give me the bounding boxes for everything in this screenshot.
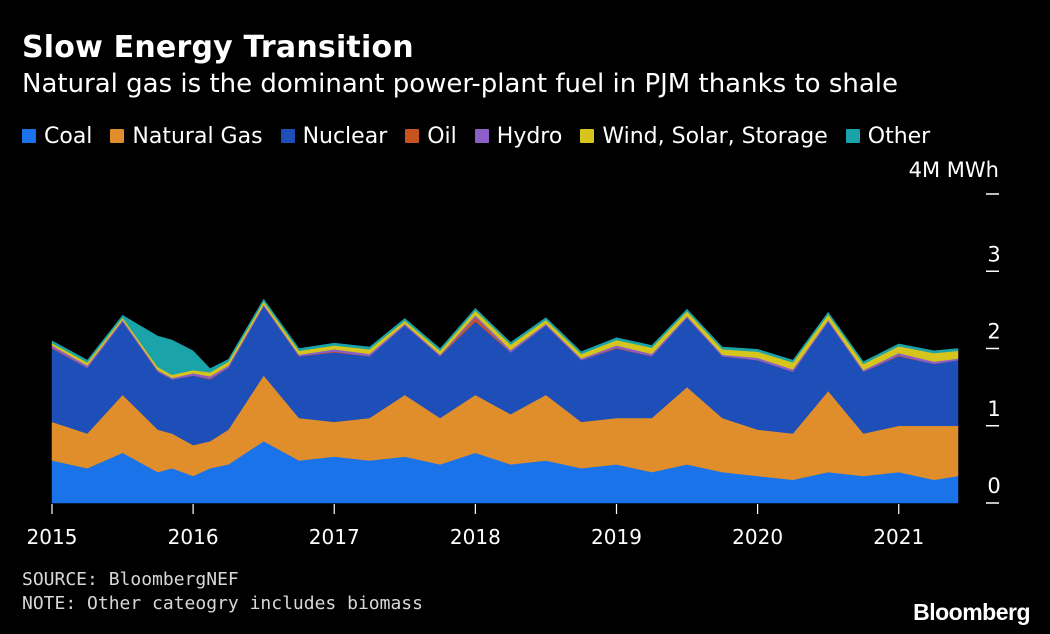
source-note: SOURCE: BloombergNEF [22, 569, 239, 590]
chart-title: Slow Energy Transition [22, 30, 414, 65]
legend-swatch-other [845, 129, 860, 143]
x-tick-label-2016: 2016 [168, 525, 219, 549]
x-tick-label-2018: 2018 [450, 525, 501, 549]
legend-label-natural-gas: Natural Gas [132, 123, 263, 149]
legend-label-hydro: Hydro [496, 123, 563, 149]
legend-label-other: Other [867, 123, 931, 149]
x-tick-label-2015: 2015 [27, 525, 78, 549]
x-tick-label-2020: 2020 [732, 525, 783, 549]
chart-subtitle: Natural gas is the dominant power-plant … [22, 69, 898, 99]
legend-swatch-hydro [474, 129, 489, 143]
x-axis: 2015 2016 2017 2018 2019 2020 2021 [27, 504, 924, 549]
legend-swatch-coal [22, 129, 36, 143]
y-tick-label-2: 2 [987, 320, 1000, 344]
legend-label-coal: Coal [44, 123, 93, 149]
y-axis-unit-label: 4M MWh [909, 158, 999, 182]
legend-item-hydro: Hydro [474, 123, 563, 149]
y-axis: 0 1 2 3 [986, 193, 1001, 504]
footnote: NOTE: Other cateogry includes biomass [22, 593, 423, 614]
legend-label-oil: Oil [427, 123, 457, 149]
legend-swatch-nuclear [280, 129, 295, 143]
legend-item-natural-gas: Natural Gas [110, 123, 263, 149]
legend-label-nuclear: Nuclear [302, 123, 388, 149]
legend-item-wind-solar-storage: Wind, Solar, Storage [580, 123, 828, 149]
y-tick-label-0: 0 [987, 474, 1000, 498]
x-tick-label-2021: 2021 [873, 525, 924, 549]
x-tick-label-2019: 2019 [591, 525, 642, 549]
legend-item-oil: Oil [405, 124, 457, 149]
legend-label-wind-solar-storage: Wind, Solar, Storage [602, 123, 828, 149]
legend: Coal Natural Gas Nuclear Oil Hydro Wind, Sola… [22, 121, 948, 151]
y-tick-label-1: 1 [987, 397, 1000, 421]
legend-item-nuclear: Nuclear [280, 123, 388, 149]
area-other [51, 298, 959, 376]
legend-swatch-wind-solar-storage [580, 129, 595, 143]
y-tick-label-3: 3 [987, 242, 1000, 266]
area-series-group [51, 298, 959, 504]
legend-swatch-natural-gas [110, 129, 125, 143]
legend-item-other: Other [845, 123, 931, 149]
legend-swatch-oil [405, 129, 420, 143]
x-tick-label-2017: 2017 [309, 525, 360, 549]
bloomberg-logo: Bloomberg [913, 599, 1030, 625]
legend-item-coal: Coal [22, 124, 92, 149]
